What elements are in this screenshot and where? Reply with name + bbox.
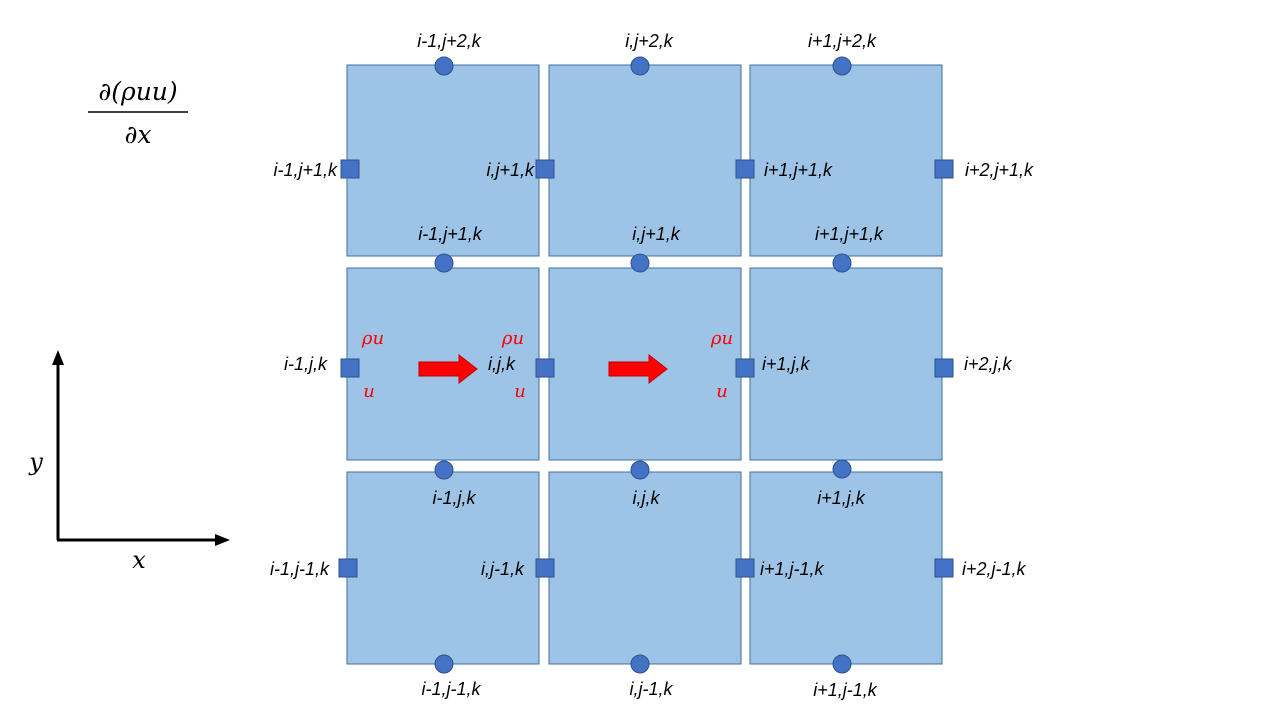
edge-node bbox=[832, 253, 852, 273]
edge-label: i,j+1,k bbox=[632, 224, 681, 244]
flux-label-rho-u: ρu bbox=[501, 328, 524, 349]
face-label: i,j,k bbox=[488, 354, 516, 374]
face-node bbox=[735, 159, 755, 179]
face-label: i+1,j,k bbox=[762, 354, 811, 374]
edge-node bbox=[630, 654, 650, 674]
face-label: i+2,j+1,k bbox=[965, 160, 1034, 180]
edge-nodes bbox=[434, 56, 852, 674]
face-label: i,j+1,k bbox=[486, 160, 535, 180]
equation-denominator: ∂x bbox=[124, 120, 151, 149]
flux-labels: ρu u ρu u ρu u bbox=[361, 328, 733, 402]
edge-node bbox=[434, 460, 454, 480]
edge-node bbox=[630, 460, 650, 480]
edge-label: i-1,j+1,k bbox=[418, 224, 483, 244]
face-label: i-1,j+1,k bbox=[273, 160, 338, 180]
grid-cell bbox=[346, 471, 540, 665]
face-node bbox=[535, 159, 555, 179]
grid-cell bbox=[749, 471, 943, 665]
face-node bbox=[338, 558, 358, 578]
edge-node bbox=[630, 253, 650, 273]
face-node bbox=[535, 558, 555, 578]
flow-arrows bbox=[418, 353, 668, 385]
edge-node bbox=[434, 654, 454, 674]
edge-label: i,j-1,k bbox=[629, 679, 673, 699]
flux-label-u: u bbox=[514, 381, 526, 402]
edge-node bbox=[434, 56, 454, 76]
face-label: i+2,j,k bbox=[964, 354, 1013, 374]
x-axis-label: x bbox=[132, 546, 146, 574]
grid-cell bbox=[749, 267, 943, 461]
flux-label-rho-u: ρu bbox=[361, 328, 384, 349]
y-axis-arrowhead bbox=[52, 350, 64, 365]
face-label: i,j-1,k bbox=[481, 559, 525, 579]
face-label: i-1,j,k bbox=[284, 354, 328, 374]
flux-label-u: u bbox=[363, 381, 375, 402]
edge-label: i-1,j,k bbox=[432, 488, 476, 508]
equation: ∂(ρuu) ∂x bbox=[88, 77, 188, 149]
edge-label: i+1,j+1,k bbox=[815, 224, 884, 244]
edge-label: i,j,k bbox=[633, 488, 661, 508]
edge-label: i+1,j-1,k bbox=[813, 680, 878, 700]
edge-node bbox=[630, 56, 650, 76]
edge-node bbox=[832, 56, 852, 76]
edge-label: i+1,j,k bbox=[817, 488, 866, 508]
face-node bbox=[535, 358, 555, 378]
face-node bbox=[934, 159, 954, 179]
flux-label-rho-u: ρu bbox=[710, 328, 733, 349]
face-label: i+2,j-1,k bbox=[962, 559, 1027, 579]
coordinate-axes: y x bbox=[28, 350, 230, 574]
edge-node bbox=[434, 253, 454, 273]
flow-arrow-icon bbox=[608, 353, 668, 385]
face-node bbox=[340, 358, 360, 378]
face-node bbox=[735, 358, 755, 378]
flow-arrow-icon bbox=[418, 353, 478, 385]
edge-label: i+1,j+2,k bbox=[808, 31, 877, 51]
face-label: i-1,j-1,k bbox=[270, 559, 330, 579]
grid-cell bbox=[346, 64, 540, 257]
flux-label-u: u bbox=[716, 381, 728, 402]
edge-node bbox=[832, 654, 852, 674]
face-labels: i-1,j+1,k i,j+1,k i+1,j+1,k i+2,j+1,k i-… bbox=[270, 160, 1034, 579]
grid-cell bbox=[749, 64, 943, 257]
face-label: i+1,j+1,k bbox=[764, 160, 833, 180]
face-node bbox=[934, 558, 954, 578]
face-node bbox=[340, 159, 360, 179]
face-node bbox=[735, 558, 755, 578]
grid-cell bbox=[548, 471, 742, 665]
x-axis-arrowhead bbox=[215, 534, 230, 546]
face-nodes bbox=[338, 159, 954, 578]
face-label: i+1,j-1,k bbox=[760, 559, 825, 579]
edge-label: i-1,j+2,k bbox=[417, 31, 482, 51]
edge-node bbox=[832, 459, 852, 479]
y-axis-label: y bbox=[28, 448, 43, 476]
edge-labels: i-1,j+2,k i,j+2,k i+1,j+2,k i-1,j+1,k i,… bbox=[417, 31, 884, 700]
edge-label: i-1,j-1,k bbox=[421, 679, 481, 699]
equation-numerator: ∂(ρuu) bbox=[98, 77, 177, 106]
face-node bbox=[934, 358, 954, 378]
edge-label: i,j+2,k bbox=[625, 31, 674, 51]
